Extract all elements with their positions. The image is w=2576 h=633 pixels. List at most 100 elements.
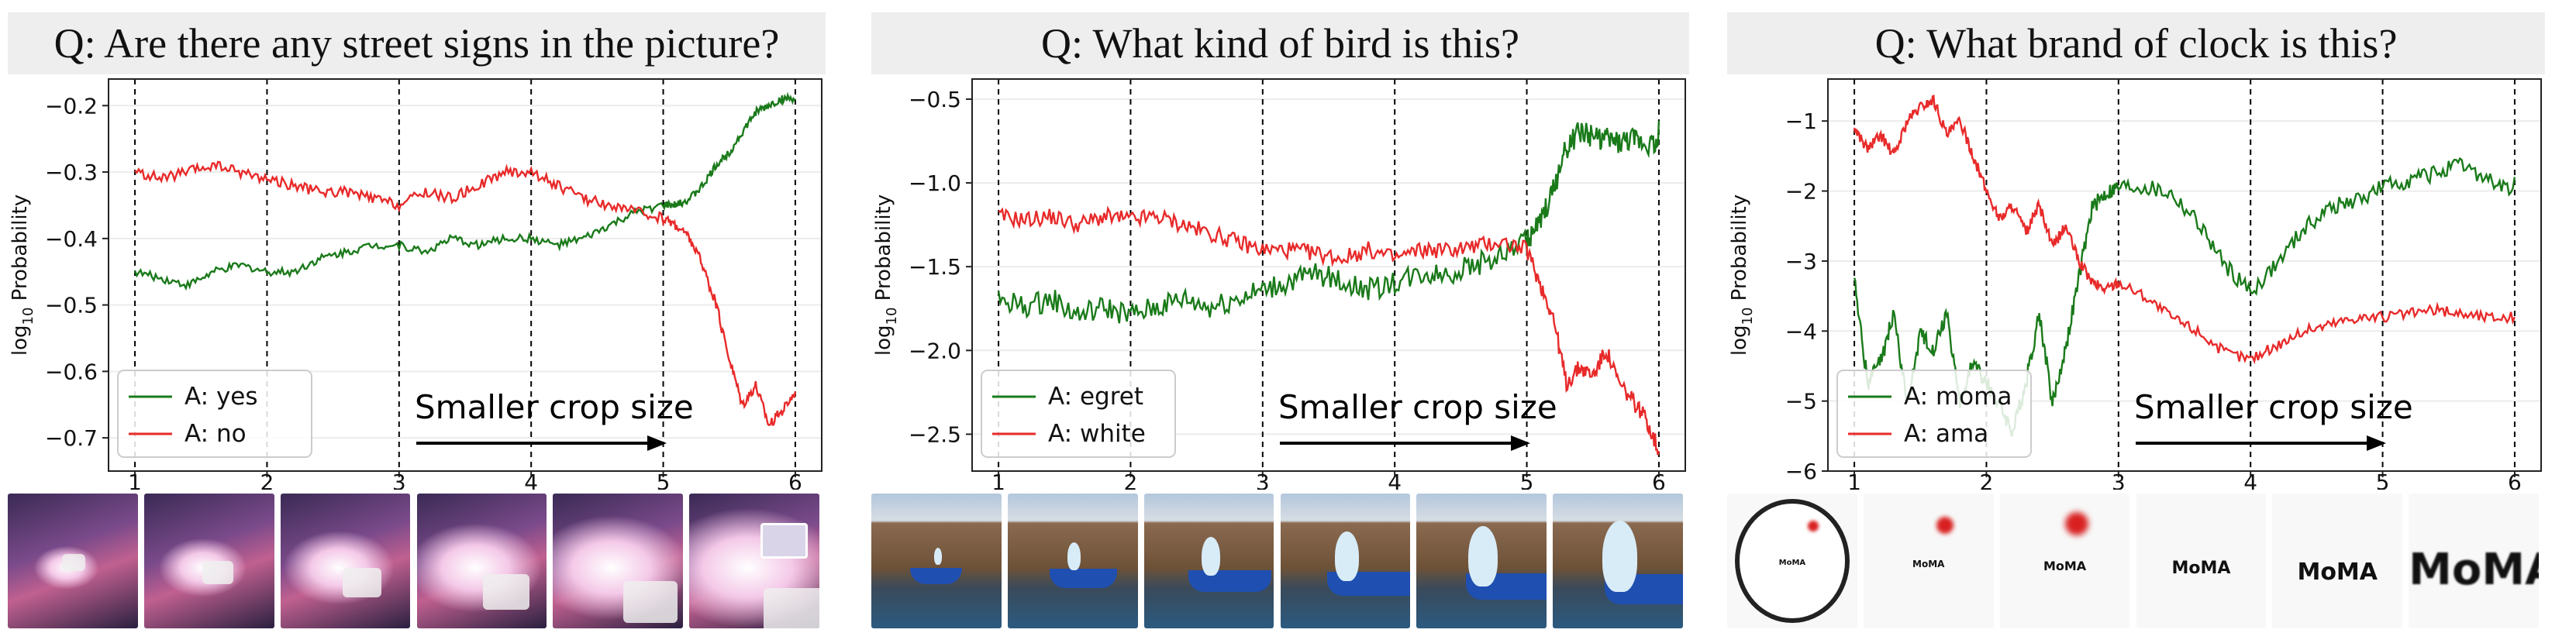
crop-thumbnails bbox=[8, 494, 826, 628]
y-tick-label: −0.4 bbox=[45, 226, 98, 252]
crop-thumbnail bbox=[1007, 494, 1138, 628]
x-tick-label: 3 bbox=[392, 470, 406, 490]
legend-box bbox=[981, 370, 1176, 458]
clock-brand-word: MoMA bbox=[2297, 558, 2378, 586]
red-hand-shape bbox=[1808, 520, 1819, 532]
egret-shape bbox=[1201, 536, 1220, 576]
series-line-1 bbox=[997, 121, 1660, 324]
y-tick-label: −4 bbox=[1785, 318, 1817, 344]
x-tick-label: 4 bbox=[524, 470, 538, 490]
crop-thumbnail: MoMA bbox=[2409, 494, 2539, 628]
y-tick-label: −2 bbox=[1785, 179, 1817, 205]
legend-label: A: no bbox=[184, 420, 247, 448]
series-line-2 bbox=[998, 205, 1660, 456]
y-axis-label: log10 Probability bbox=[872, 194, 900, 356]
arrow-head-icon bbox=[1511, 435, 1530, 451]
egret-shape bbox=[1468, 525, 1498, 587]
legend-label: A: white bbox=[1048, 420, 1146, 448]
legend-label: A: egret bbox=[1048, 383, 1143, 411]
crop-thumbnail bbox=[8, 494, 138, 628]
y-tick-label: −6 bbox=[1785, 459, 1817, 484]
question-banner: Q: What brand of clock is this? bbox=[1727, 12, 2545, 74]
x-tick-label: 6 bbox=[1652, 470, 1666, 490]
crop-thumbnail: MoMA bbox=[1999, 494, 2130, 628]
panel-street-signs: Q: Are there any street signs in the pic… bbox=[0, 0, 833, 633]
x-tick-label: 2 bbox=[1980, 470, 1994, 490]
x-tick-label: 2 bbox=[260, 470, 274, 490]
series-line-2 bbox=[1853, 94, 2516, 365]
x-tick-label: 2 bbox=[1124, 470, 1138, 490]
x-tick-label: 3 bbox=[2112, 470, 2126, 490]
street-sign-shape bbox=[760, 523, 809, 559]
x-tick-label: 1 bbox=[991, 470, 1005, 490]
crop-thumbnail bbox=[553, 494, 684, 628]
x-tick-label: 5 bbox=[657, 470, 671, 490]
crop-thumbnail: MoMA bbox=[2136, 494, 2267, 628]
clock-brand-word: MoMA bbox=[2171, 558, 2231, 578]
y-axis-label: log10 Probability bbox=[9, 194, 36, 356]
crop-thumbnail bbox=[280, 494, 411, 628]
car-shape bbox=[343, 567, 382, 597]
plot-frame bbox=[1827, 78, 2542, 472]
y-tick-label: −3 bbox=[1785, 249, 1817, 274]
crop-thumbnail bbox=[689, 494, 819, 628]
crop-thumbnail bbox=[1416, 494, 1547, 628]
car-shape bbox=[62, 554, 86, 572]
x-tick-label: 3 bbox=[1256, 470, 1270, 490]
crop-thumbnail bbox=[1280, 494, 1411, 628]
crop-thumbnail bbox=[1143, 494, 1274, 628]
smaller-crop-annotation: Smaller crop size bbox=[415, 388, 694, 426]
boat-shape bbox=[910, 567, 963, 584]
line-chart: −2.5 −2.0 −1.5 −1.0 −0.5 1 2 3 4 5 6 log10 Probabil… bbox=[872, 78, 1686, 490]
egret-shape bbox=[1334, 531, 1359, 581]
y-tick-label: −1.5 bbox=[909, 254, 961, 280]
y-tick-label: −0.7 bbox=[45, 425, 98, 451]
plot-frame bbox=[971, 78, 1686, 472]
smaller-crop-annotation: Smaller crop size bbox=[1278, 388, 1557, 426]
crop-thumbnails: MoMA MoMA MoMA MoMA MoMA MoMA bbox=[1727, 494, 2545, 628]
y-tick-label: −5 bbox=[1785, 389, 1817, 415]
question-banner: Q: Are there any street signs in the pic… bbox=[8, 12, 826, 74]
car-shape bbox=[483, 574, 530, 611]
egret-shape bbox=[933, 547, 942, 565]
y-tick-label: −0.5 bbox=[909, 87, 961, 112]
legend-box bbox=[117, 370, 312, 458]
y-tick-label: −1.0 bbox=[909, 170, 961, 196]
car-shape bbox=[763, 587, 819, 628]
x-tick-label: 5 bbox=[2376, 470, 2390, 490]
question-banner: Q: What kind of bird is this? bbox=[871, 12, 1689, 74]
line-chart: −0.7 −0.6 −0.5 −0.4 −0.3 −0.2 1 2 3 4 5 6 log10 Prob… bbox=[9, 78, 822, 490]
clock-brand-word: MoMA bbox=[2043, 558, 2087, 573]
clock-face-shape bbox=[1735, 498, 1850, 624]
boat-shape bbox=[1049, 569, 1117, 588]
boat-shape bbox=[1188, 570, 1272, 592]
y-tick-label: −0.6 bbox=[45, 359, 98, 384]
arrow-head-icon bbox=[647, 435, 667, 451]
y-tick-label: −2.0 bbox=[909, 338, 961, 363]
x-tick-label: 4 bbox=[2243, 470, 2257, 490]
crop-thumbnails bbox=[871, 494, 1689, 628]
series-line-2 bbox=[134, 160, 797, 427]
panel-clock: Q: What brand of clock is this? −6 −5 −4 −3… bbox=[1719, 0, 2553, 633]
egret-shape bbox=[1602, 520, 1637, 592]
y-tick-label: −0.5 bbox=[45, 293, 98, 318]
series-line-1 bbox=[133, 91, 796, 291]
y-tick-label: −1 bbox=[1785, 108, 1817, 134]
clock-brand-word: MoMA bbox=[1778, 558, 1806, 567]
egret-shape bbox=[1067, 542, 1081, 570]
crop-thumbnail bbox=[143, 494, 274, 628]
crop-thumbnail bbox=[416, 494, 547, 628]
crop-thumbnail: MoMA bbox=[1727, 494, 1857, 628]
legend-label: A: ama bbox=[1904, 420, 1988, 448]
red-hand-shape bbox=[2064, 512, 2088, 536]
y-tick-label: −0.2 bbox=[45, 93, 98, 119]
legend-box bbox=[1836, 370, 2032, 458]
crop-thumbnail bbox=[871, 494, 1002, 628]
x-tick-label: 6 bbox=[788, 470, 802, 490]
crop-thumbnail: MoMA bbox=[1863, 494, 1994, 628]
y-tick-label: −2.5 bbox=[909, 421, 961, 447]
red-hand-shape bbox=[1936, 516, 1954, 534]
legend-label: A: moma bbox=[1904, 383, 2012, 411]
arrow-head-icon bbox=[2367, 435, 2386, 451]
series-line-1 bbox=[1853, 157, 2516, 437]
